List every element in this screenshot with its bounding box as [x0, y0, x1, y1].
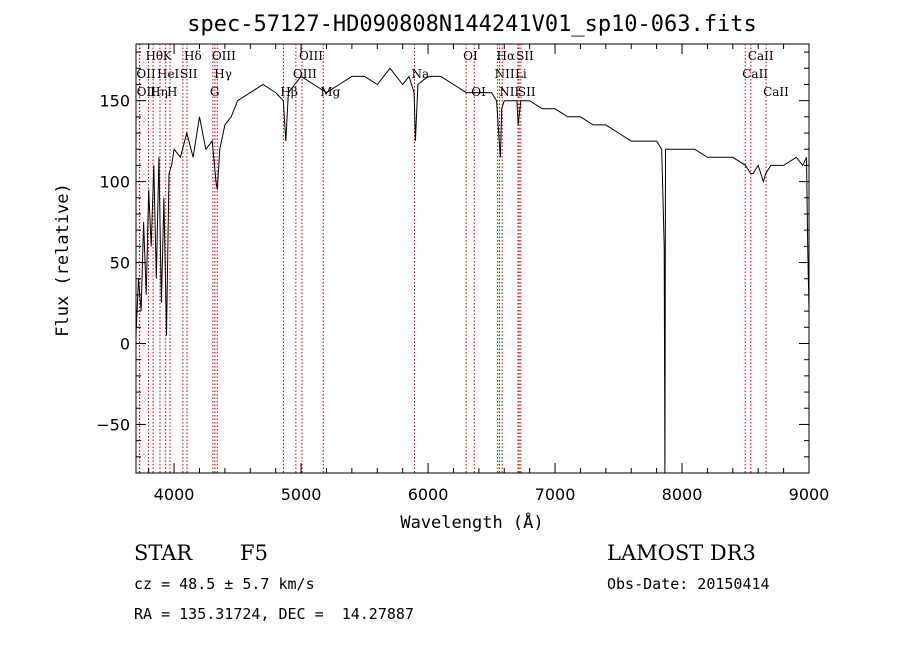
spectral-line-label: OIII: [299, 49, 323, 63]
object-subclass: F5: [240, 541, 268, 565]
spectral-line-label: Hα: [497, 49, 516, 63]
coordinates: RA = 135.31724, DEC = 14.27887: [134, 605, 414, 623]
spectral-line-label: G: [210, 85, 220, 99]
y-axis-label: Flux (relative): [53, 183, 73, 337]
x-tick-label: 6000: [408, 485, 449, 504]
spectral-line-label: HeI: [157, 67, 180, 81]
spectral-line-label: Mg: [320, 85, 340, 99]
x-tick-label: 8000: [662, 485, 703, 504]
spectral-line-label: CaII: [763, 85, 789, 99]
chart-title: spec-57127-HD090808N144241V01_sp10-063.f…: [187, 12, 757, 37]
spectral-line-label: OIII: [293, 67, 317, 81]
x-tick-label: 5000: [281, 485, 322, 504]
y-tick-label: 50: [110, 254, 130, 273]
y-tick-label: 0: [120, 334, 130, 353]
spectral-line-label: OI: [463, 49, 478, 63]
spectral-line-label: SII: [180, 67, 198, 81]
x-axis-label: Wavelength (Å): [400, 511, 543, 533]
spectral-line-label: Hδ: [184, 49, 202, 63]
survey-name: LAMOST DR3: [607, 541, 756, 565]
x-tick-label: 7000: [535, 485, 576, 504]
y-tick-label: −50: [96, 415, 130, 434]
y-tick-label: 100: [99, 173, 130, 192]
spectral-line-label: NII: [495, 67, 515, 81]
spectral-line-label: NII: [499, 85, 519, 99]
spectral-line-label: H: [167, 85, 177, 99]
observation-date: Obs-Date: 20150414: [607, 575, 770, 593]
spectral-line-label: SII: [518, 85, 536, 99]
spectral-line-label: CaII: [748, 49, 774, 63]
spectral-line-label: OIII: [212, 49, 236, 63]
object-class: STAR: [134, 541, 193, 565]
spectral-line-label: OII: [137, 85, 157, 99]
x-tick-label: 9000: [789, 485, 830, 504]
y-tick-label: 150: [99, 92, 130, 111]
spectral-line-label: CaII: [742, 67, 768, 81]
plot-frame: [135, 43, 810, 474]
spectrum-series-line: [135, 67, 810, 474]
spectral-line-label: Hθ: [145, 49, 163, 63]
spectral-line-label: Hγ: [214, 67, 232, 81]
spectral-line-label: Li: [515, 67, 527, 81]
spectral-line-label: SII: [516, 49, 534, 63]
spectral-line-label: OI: [471, 85, 486, 99]
spectral-line-label: K: [163, 49, 173, 63]
spectral-line-label: OII: [136, 67, 156, 81]
spectral-line-label: Na: [411, 67, 429, 81]
redshift-cz: cz = 48.5 ± 5.7 km/s: [134, 575, 315, 593]
spectral-line-label: Hη: [150, 85, 168, 99]
x-axis-ticks: 4000 5000 6000 7000 8000 9000: [148, 44, 830, 504]
y-axis-ticks: −50 0 50 100 150: [96, 51, 809, 474]
x-tick-label: 4000: [154, 485, 195, 504]
